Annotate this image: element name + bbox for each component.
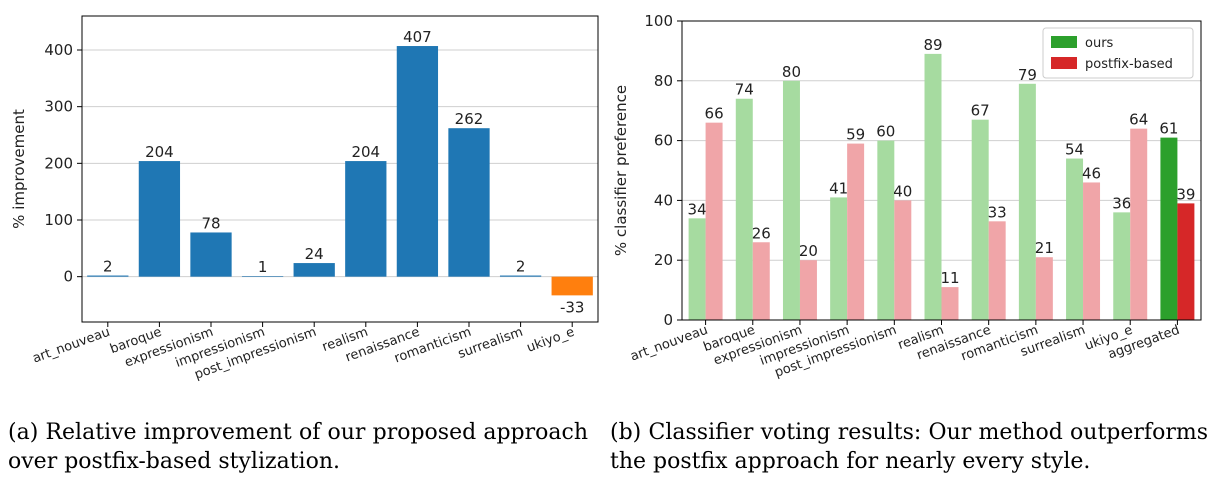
data-label: 2 <box>516 258 526 276</box>
bar-ours-aggregated <box>1160 137 1178 320</box>
bar-post_impressionism <box>293 263 335 277</box>
data-label: 67 <box>971 102 990 120</box>
bar-postfix-based-surrealism <box>1083 182 1101 320</box>
data-label: 262 <box>455 110 484 128</box>
data-label: 54 <box>1065 141 1084 159</box>
bar-postfix-based-impressionism <box>847 143 865 320</box>
data-label: 46 <box>1082 164 1101 182</box>
bar-ours-expressionism <box>782 80 800 320</box>
data-label: 34 <box>688 200 707 218</box>
bar-postfix-based-aggregated <box>1177 203 1195 320</box>
data-label: 21 <box>1035 239 1054 257</box>
bar-art_nouveau <box>87 275 129 277</box>
data-label: 74 <box>735 81 754 99</box>
data-label: 59 <box>846 126 865 144</box>
data-label: 2 <box>103 258 113 276</box>
data-label: 204 <box>145 143 174 161</box>
data-label: 39 <box>1176 185 1195 203</box>
legend-swatch-postfix-based <box>1051 57 1077 69</box>
x-tick-label: ukiyo_e <box>525 325 577 356</box>
y-tick-label: 80 <box>654 72 673 90</box>
bar-ours-post_impressionism <box>877 140 895 320</box>
bar-ours-ukiyo_e <box>1113 212 1131 320</box>
legend-swatch-ours <box>1051 36 1077 48</box>
bar-surrealism <box>499 275 542 277</box>
data-label: 36 <box>1112 194 1131 212</box>
data-label: 89 <box>923 36 942 54</box>
data-label: 64 <box>1129 111 1148 129</box>
y-tick-label: 100 <box>44 211 73 229</box>
bar-expressionism <box>190 232 232 277</box>
data-label: 41 <box>829 179 848 197</box>
bar-postfix-based-renaissance <box>988 221 1006 320</box>
data-label: 61 <box>1159 120 1178 138</box>
data-label: 40 <box>893 182 912 200</box>
y-tick-label: 0 <box>63 268 73 286</box>
y-tick-label: 100 <box>644 12 673 30</box>
data-label: 33 <box>988 203 1007 221</box>
data-label: -33 <box>560 298 585 316</box>
bar-ours-romanticism <box>1018 83 1036 320</box>
y-tick-label: 300 <box>44 98 73 116</box>
bar-postfix-based-baroque <box>752 242 770 320</box>
bar-ours-baroque <box>735 98 753 321</box>
bar-impressionism <box>241 276 284 277</box>
y-tick-label: 0 <box>663 311 673 329</box>
bar-ours-surrealism <box>1066 158 1084 320</box>
bar-postfix-based-post_impressionism <box>894 200 912 320</box>
data-label: 26 <box>752 224 771 242</box>
bar-postfix-based-expressionism <box>799 260 817 320</box>
plot-frame <box>681 20 1202 321</box>
classifier-preference-chart: 0204060801003466art_nouveau7426baroque80… <box>612 12 1202 381</box>
data-label: 1 <box>258 258 268 276</box>
bar-ours-renaissance <box>971 119 989 320</box>
bar-ours-impressionism <box>830 197 848 320</box>
y-tick-label: 40 <box>654 191 673 209</box>
y-tick-label: 200 <box>44 154 73 172</box>
data-label: 66 <box>705 105 724 123</box>
data-label: 204 <box>351 143 380 161</box>
data-label: 20 <box>799 242 818 260</box>
bar-postfix-based-romanticism <box>1035 257 1053 320</box>
bar-ukiyo_e <box>551 276 593 296</box>
legend-label-ours: ours <box>1085 36 1114 51</box>
data-label: 78 <box>201 214 220 232</box>
bar-postfix-based-art_nouveau <box>705 122 723 320</box>
bar-ours-realism <box>924 53 942 320</box>
caption-a: (a) Relative improvement of our proposed… <box>8 420 588 474</box>
y-tick-label: 60 <box>654 132 673 150</box>
bar-postfix-based-ukiyo_e <box>1130 128 1148 320</box>
improvement-chart: 01002003004002art_nouveau204baroque78exp… <box>10 15 599 383</box>
x-tick-label: art_nouveau <box>31 325 112 367</box>
bar-romanticism <box>448 128 490 277</box>
y-tick-label: 400 <box>44 41 73 59</box>
data-label: 407 <box>403 28 432 46</box>
bar-postfix-based-realism <box>941 287 959 320</box>
y-axis-label: % improvement <box>10 109 28 229</box>
data-label: 11 <box>940 269 959 287</box>
bar-renaissance <box>396 46 439 277</box>
legend-label-postfix-based: postfix-based <box>1085 57 1173 72</box>
bar-realism <box>345 161 387 277</box>
data-label: 79 <box>1018 66 1037 84</box>
bar-baroque <box>138 161 181 277</box>
data-label: 80 <box>782 63 801 81</box>
caption-b: (b) Classifier voting results: Our metho… <box>610 420 1208 474</box>
y-axis-label: % classifier preference <box>612 85 630 256</box>
legend: ours postfix-based <box>1042 27 1194 79</box>
bar-ours-art_nouveau <box>688 218 706 320</box>
data-label: 60 <box>876 123 895 141</box>
legend-box <box>1042 27 1194 79</box>
plot-frame <box>81 15 599 323</box>
data-label: 24 <box>305 245 324 263</box>
y-tick-label: 20 <box>654 251 673 269</box>
